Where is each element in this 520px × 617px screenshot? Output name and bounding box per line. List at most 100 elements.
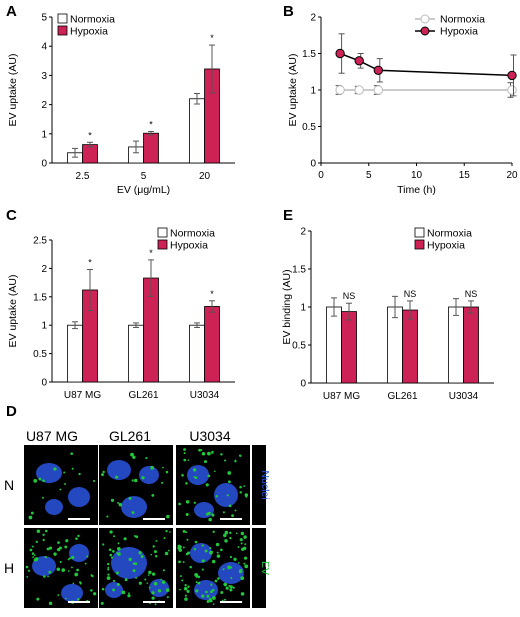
- ev-speckle: [230, 576, 233, 580]
- significance-marker: *: [210, 289, 214, 299]
- legend-marker: [420, 26, 430, 36]
- ev-speckle: [238, 454, 242, 458]
- ev-speckle: [108, 548, 112, 552]
- ev-speckle: [93, 592, 97, 596]
- data-point: [373, 85, 383, 95]
- ev-speckle: [134, 562, 138, 566]
- legend-label: Normoxia: [427, 228, 472, 240]
- nucleus: [45, 499, 63, 515]
- ev-speckle: [30, 511, 34, 515]
- ev-speckle: [148, 586, 151, 589]
- bar: [204, 306, 220, 383]
- ev-speckle: [237, 546, 240, 548]
- panel-a-uptake-by-concentration: A 0 1 2 3 4 5 2.5 * 5 * 20 * EV (μg/mL) EV uptake (AU)…: [6, 3, 235, 196]
- ev-speckle: [28, 515, 33, 520]
- ev-speckle: [166, 596, 169, 599]
- x-tick-label: 2.5: [76, 171, 90, 182]
- legend-swatch: [57, 13, 68, 24]
- bar: [143, 132, 159, 164]
- bar: [448, 306, 464, 384]
- legend-swatch: [157, 227, 168, 238]
- ev-speckle: [168, 549, 170, 552]
- data-point: [354, 85, 364, 95]
- ev-speckle: [182, 561, 185, 563]
- ev-speckle: [201, 451, 206, 456]
- data-point: [335, 48, 345, 59]
- ev-speckle: [187, 585, 190, 588]
- ev-speckle: [75, 537, 78, 540]
- y-tick-label: 2: [41, 100, 47, 111]
- panel-label: C: [6, 207, 17, 224]
- ev-speckle: [182, 546, 185, 549]
- ev-speckle: [198, 448, 202, 452]
- nucleus: [69, 544, 89, 562]
- ev-speckle: [204, 549, 208, 553]
- ev-speckle: [179, 575, 182, 578]
- bar: [463, 306, 479, 384]
- ev-speckle: [212, 530, 215, 534]
- ev-speckle: [186, 538, 189, 541]
- channel-strip: [252, 528, 266, 608]
- ev-speckle: [135, 535, 139, 539]
- ev-speckle: [38, 477, 42, 481]
- ev-speckle: [185, 482, 188, 485]
- ev-speckle: [239, 568, 243, 573]
- ev-speckle: [205, 590, 208, 594]
- ev-speckle: [151, 572, 156, 576]
- ev-speckle: [151, 591, 155, 595]
- ev-speckle: [42, 538, 45, 542]
- ev-speckle: [42, 496, 44, 499]
- series-line: [339, 52, 513, 77]
- ev-speckle: [200, 449, 203, 451]
- ev-speckle: [195, 589, 199, 593]
- ev-speckle: [53, 467, 57, 471]
- ev-speckle: [215, 542, 220, 547]
- ev-speckle: [107, 562, 110, 566]
- ev-speckle: [221, 599, 224, 602]
- data-point: [373, 65, 383, 75]
- channel-label-ev: EV: [259, 561, 271, 575]
- ev-speckle: [115, 475, 119, 479]
- ev-speckle: [223, 582, 228, 587]
- ev-speckle: [26, 575, 29, 578]
- ev-speckle: [187, 459, 190, 461]
- ev-speckle: [208, 517, 212, 522]
- ev-speckle: [64, 483, 67, 486]
- ev-speckle: [186, 589, 190, 593]
- x-tick-label: GL261: [128, 390, 158, 401]
- legend-swatch: [57, 25, 68, 36]
- ev-speckle: [64, 545, 68, 549]
- ev-speckle: [110, 498, 115, 502]
- y-tick-label: 1: [300, 303, 306, 314]
- ev-speckle: [152, 545, 155, 548]
- ev-speckle: [234, 509, 237, 512]
- ev-speckle: [227, 471, 232, 475]
- ev-speckle: [32, 556, 34, 558]
- nucleus: [214, 483, 238, 507]
- ev-speckle: [128, 557, 132, 562]
- ev-speckle: [147, 574, 150, 576]
- ev-speckle: [214, 579, 218, 583]
- ev-speckle: [162, 466, 164, 469]
- ev-speckle: [148, 570, 152, 575]
- ev-speckle: [206, 600, 210, 603]
- ev-speckle: [65, 539, 69, 543]
- ev-speckle: [157, 589, 162, 593]
- x-tick-label: U87 MG: [64, 390, 101, 401]
- ev-speckle: [183, 448, 186, 451]
- ev-speckle: [193, 476, 196, 478]
- ev-speckle: [226, 494, 229, 497]
- ev-speckle: [234, 460, 237, 463]
- y-axis-label: EV uptake (AU): [7, 275, 19, 348]
- ev-speckle: [192, 468, 197, 472]
- bar: [387, 306, 403, 384]
- y-tick-label: 1: [310, 86, 316, 97]
- micrograph-column-label: U3034: [189, 428, 230, 444]
- ev-speckle: [115, 571, 119, 575]
- ev-speckle: [228, 480, 231, 484]
- ev-speckle: [163, 537, 166, 540]
- ev-speckle: [132, 455, 136, 459]
- ev-speckle: [76, 568, 79, 572]
